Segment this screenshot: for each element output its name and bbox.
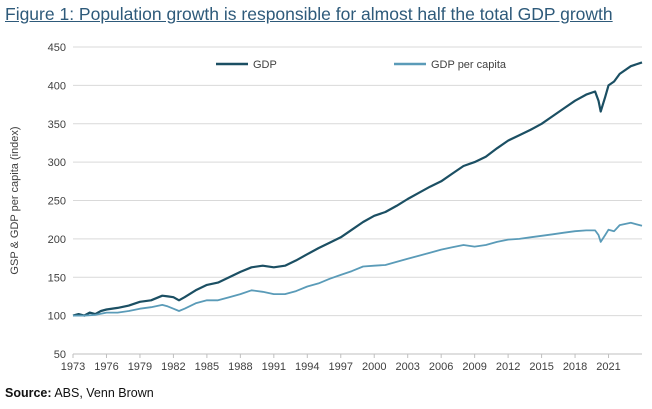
x-tick-label: 2009: [462, 361, 486, 373]
y-tick-labels: 50 100 150 200 250 300 350 400 450: [48, 42, 66, 361]
series-lines: [72, 61, 643, 317]
y-tick-label: 400: [48, 80, 66, 92]
x-tick-label: 2012: [496, 361, 520, 373]
legend: GDP GDP per capita: [216, 59, 507, 71]
y-tick-label: 150: [48, 272, 66, 284]
x-tick-label: 1979: [128, 361, 152, 373]
x-tick-labels: 1973 1976 1979 1982 1985 1988 1991 1994 1997 2000…: [61, 354, 621, 373]
source-note: Source: ABS, Venn Brown: [5, 386, 154, 400]
source-text: ABS, Venn Brown: [51, 386, 154, 400]
gridlines: [73, 46, 642, 317]
x-tick-label: 1985: [195, 361, 219, 373]
y-tick-label: 100: [48, 311, 66, 323]
x-tick-label: 1997: [329, 361, 353, 373]
y-tick-label: 200: [48, 234, 66, 246]
y-tick-label: 450: [48, 42, 66, 54]
x-tick-label: 1976: [94, 361, 118, 373]
x-tick-label: 1973: [61, 361, 85, 373]
legend-label-gdp: GDP: [253, 59, 277, 71]
y-tick-label: 250: [48, 196, 66, 208]
source-label: Source:: [5, 386, 52, 400]
x-tick-label: 2015: [529, 361, 553, 373]
x-tick-label: 1982: [161, 361, 185, 373]
x-tick-label: 2021: [596, 361, 620, 373]
series-line-gdp: [72, 61, 643, 317]
x-tick-label: 1994: [295, 361, 319, 373]
x-tick-label: 1988: [228, 361, 252, 373]
y-tick-label: 50: [54, 349, 66, 361]
x-tick-label: 2018: [563, 361, 587, 373]
legend-label-gdp-per-capita: GDP per capita: [431, 59, 507, 71]
y-tick-label: 300: [48, 157, 66, 169]
x-tick-label: 2003: [395, 361, 419, 373]
x-tick-label: 2000: [362, 361, 386, 373]
y-tick-label: 350: [48, 119, 66, 131]
series-line-gdp-per-capita: [73, 221, 643, 317]
x-tick-label: 1991: [262, 361, 286, 373]
y-axis-title: GSP & GDP per capita (index): [9, 126, 21, 274]
page-title: Figure 1: Population growth is responsib…: [5, 4, 613, 24]
x-tick-label: 2006: [429, 361, 453, 373]
